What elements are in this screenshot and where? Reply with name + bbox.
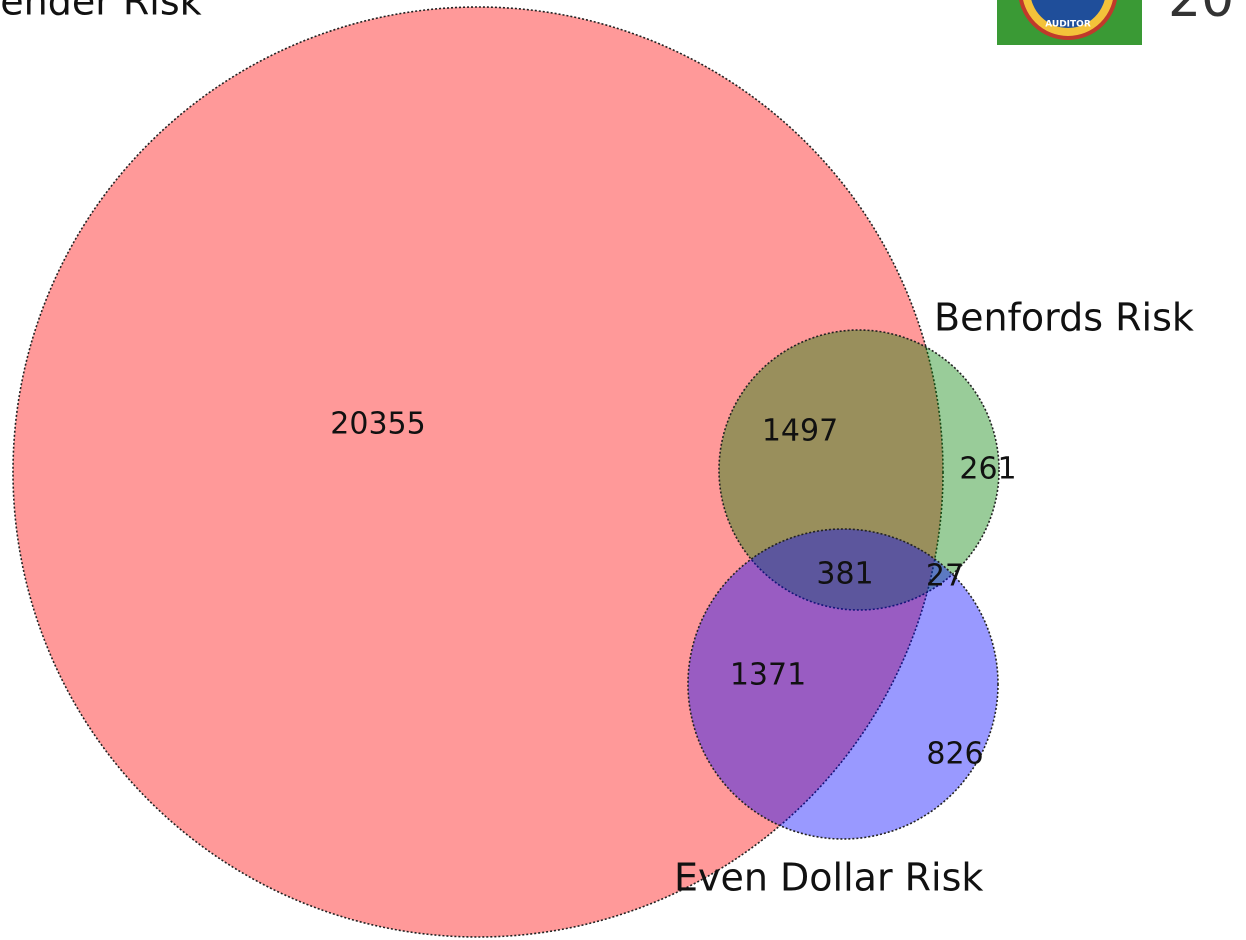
- set-label: Benfords Risk: [934, 296, 1194, 340]
- venn: Spender Risk Benfords Risk Even Dollar Ris…: [0, 0, 1194, 938]
- region-label: 826: [926, 737, 983, 772]
- set-label: Spender Risk: [0, 0, 202, 24]
- region-label: 27: [926, 559, 964, 594]
- region-label: 381: [816, 557, 873, 592]
- logo: AUDITOR: [997, 0, 1142, 45]
- set-circle: [12, 6, 944, 938]
- region-label: 261: [959, 452, 1016, 487]
- region-label: 1371: [730, 658, 806, 693]
- logo-text: AUDITOR: [1045, 20, 1091, 30]
- set-circle: [687, 528, 999, 840]
- set-label: Even Dollar Risk: [674, 856, 983, 900]
- header-text: 20: [1168, 0, 1234, 29]
- region-label: 20355: [330, 407, 425, 442]
- region-label: 1497: [762, 414, 838, 449]
- logo-seal-inner: [1031, 0, 1105, 28]
- set-circle: [718, 329, 1000, 611]
